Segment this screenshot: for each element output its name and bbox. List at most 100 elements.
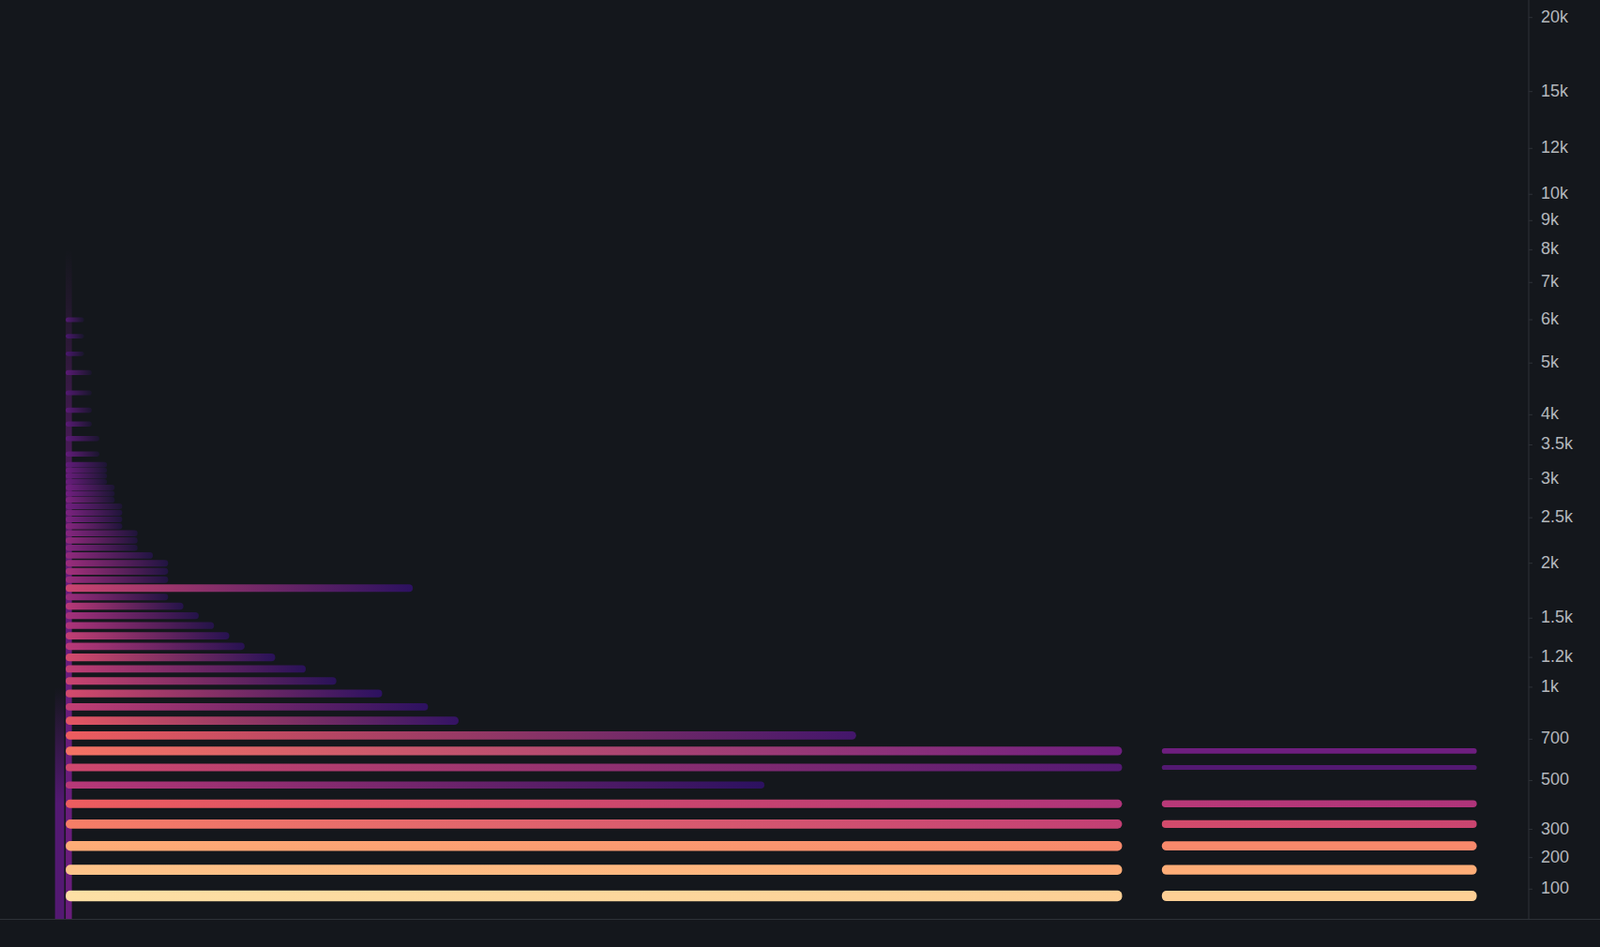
y-tick — [1528, 657, 1533, 659]
y-tick-label: 5k — [1540, 352, 1560, 372]
y-tick-label: 1k — [1540, 677, 1560, 696]
y-tick — [1528, 220, 1533, 222]
y-tick — [1528, 780, 1533, 782]
y-tick — [1528, 686, 1533, 688]
y-tick — [1528, 739, 1533, 740]
partial — [65, 523, 122, 529]
partial — [65, 603, 184, 611]
partial — [65, 516, 122, 523]
y-tick-label: 3.5k — [1540, 434, 1574, 453]
y-tick — [1528, 478, 1533, 480]
partial — [65, 763, 1122, 771]
y-tick — [1528, 319, 1533, 321]
partial — [65, 690, 382, 698]
partial — [65, 473, 107, 480]
partial — [65, 665, 306, 674]
partial — [1162, 864, 1478, 875]
partial — [65, 544, 138, 551]
spectrogram: 20k15k12k10k9k8k7k6k5k4k3.5k3k2.5k2k1.5k… — [0, 0, 1600, 947]
x-axis-line — [0, 919, 1600, 921]
y-tick — [1528, 90, 1533, 92]
y-tick-label: 100 — [1540, 878, 1570, 898]
y-tick-label: 300 — [1540, 819, 1570, 839]
partial — [65, 576, 168, 584]
partial — [1162, 820, 1478, 829]
y-tick-label: 200 — [1540, 847, 1570, 867]
partial — [1162, 890, 1478, 902]
transient — [65, 249, 73, 920]
page: {"chart_data": { "type": "spectrogram", … — [0, 0, 1600, 947]
partial — [65, 746, 1122, 755]
partial — [65, 537, 138, 544]
partial — [65, 864, 1122, 876]
partial — [65, 333, 85, 339]
partial — [65, 451, 100, 457]
y-tick — [1528, 857, 1533, 859]
partial — [65, 390, 92, 395]
background — [0, 0, 1600, 947]
partial — [65, 491, 115, 498]
partial — [65, 316, 85, 322]
partial — [1162, 800, 1478, 809]
y-tick — [1528, 16, 1533, 18]
y-tick — [1528, 517, 1533, 519]
partial — [1162, 841, 1478, 851]
partial — [65, 503, 122, 510]
partial — [65, 436, 100, 441]
y-tick — [1528, 889, 1533, 891]
partial — [65, 632, 229, 640]
partial — [65, 731, 857, 740]
partial — [65, 643, 245, 651]
y-tick-label: 15k — [1540, 81, 1570, 101]
partial — [65, 529, 138, 536]
partial — [65, 781, 765, 789]
y-tick-label: 8k — [1540, 239, 1560, 258]
partial — [65, 612, 199, 619]
partial — [65, 841, 1122, 851]
partial — [65, 552, 153, 559]
y-tick-label: 700 — [1540, 728, 1570, 748]
partial — [1162, 765, 1478, 770]
partial — [65, 584, 413, 592]
partial — [65, 716, 459, 725]
y-tick — [1528, 194, 1533, 196]
y-axis-line — [1528, 0, 1530, 920]
partial — [65, 800, 1122, 809]
y-tick-label: 1.5k — [1540, 607, 1574, 627]
partial — [65, 559, 168, 567]
y-tick-label: 1.2k — [1540, 647, 1574, 666]
y-tick — [1528, 362, 1533, 364]
partial — [65, 819, 1122, 830]
partial — [65, 479, 107, 485]
y-tick-label: 10k — [1540, 183, 1570, 203]
partial — [65, 593, 168, 601]
partial — [65, 351, 85, 357]
partial — [65, 497, 115, 503]
partial — [65, 568, 168, 575]
y-tick-label: 2k — [1540, 553, 1560, 573]
partial — [65, 653, 275, 662]
y-tick-label: 4k — [1540, 404, 1560, 423]
partial — [65, 467, 107, 474]
partial — [65, 890, 1122, 902]
y-tick — [1528, 562, 1533, 564]
y-tick — [1528, 282, 1533, 284]
y-tick-label: 2.5k — [1540, 507, 1574, 527]
y-tick — [1528, 618, 1533, 619]
y-tick-label: 7k — [1540, 271, 1560, 291]
y-tick-label: 12k — [1540, 137, 1570, 157]
y-tick — [1528, 414, 1533, 416]
y-tick — [1528, 444, 1533, 446]
y-tick-label: 500 — [1540, 769, 1570, 789]
transient — [55, 687, 65, 920]
partial — [65, 484, 115, 491]
y-tick-label: 6k — [1540, 309, 1560, 329]
plot-area — [55, 249, 1478, 920]
partial — [65, 370, 92, 376]
y-tick — [1528, 249, 1533, 251]
partial — [65, 422, 92, 427]
partial — [65, 407, 92, 413]
y-tick — [1528, 829, 1533, 831]
y-tick-label: 20k — [1540, 7, 1570, 27]
partial — [65, 462, 107, 468]
